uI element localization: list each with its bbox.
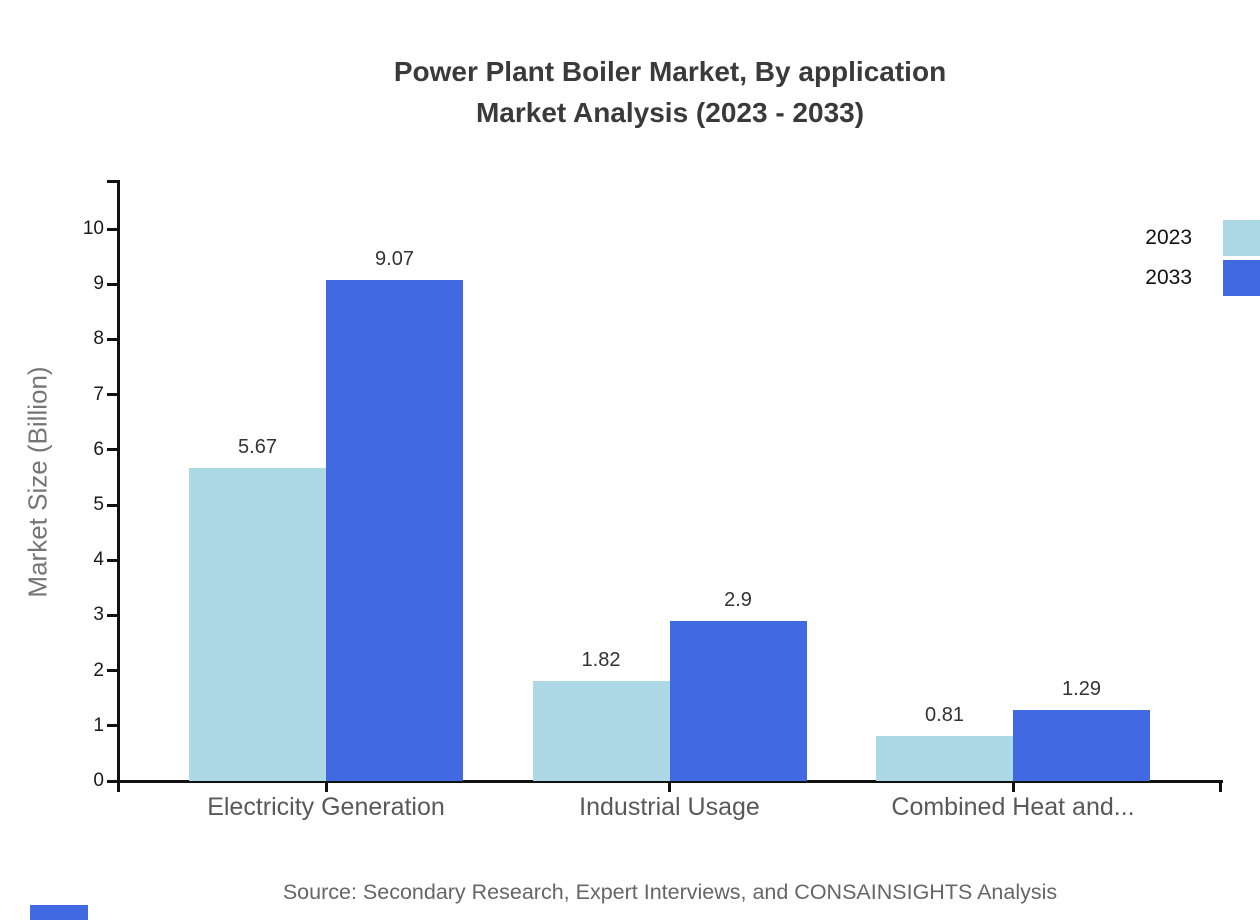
x-tick bbox=[324, 781, 328, 792]
bar-value-label: 2.9 bbox=[724, 588, 752, 611]
y-tick bbox=[107, 337, 118, 341]
y-tick-label: 0 bbox=[93, 770, 104, 791]
y-tick-label: 6 bbox=[93, 438, 104, 460]
y-tick bbox=[107, 558, 118, 562]
y-tick bbox=[107, 448, 118, 452]
y-axis-top-tick bbox=[107, 180, 118, 183]
bar-2023-2 bbox=[876, 736, 1013, 781]
category-label-1: Industrial Usage bbox=[579, 793, 760, 821]
category-label-0: Electricity Generation bbox=[207, 793, 445, 821]
bar-2033-2 bbox=[1013, 709, 1150, 781]
legend-swatch-2023 bbox=[1223, 220, 1260, 256]
x-axis-end-tick bbox=[1219, 781, 1222, 792]
bar-2023-1 bbox=[532, 680, 670, 781]
y-tick-label: 1 bbox=[93, 714, 104, 736]
brand-mark bbox=[30, 905, 88, 920]
y-tick-label: 7 bbox=[93, 383, 104, 405]
x-tick bbox=[668, 781, 671, 792]
y-axis-line bbox=[117, 180, 120, 792]
bar-value-label: 1.82 bbox=[581, 648, 621, 671]
x-tick bbox=[1011, 781, 1015, 792]
y-tick-label: 8 bbox=[93, 328, 104, 350]
y-axis-title: Market Size (Billion) bbox=[22, 366, 53, 598]
y-tick bbox=[107, 669, 118, 673]
chart-title: Power Plant Boiler Market, By applicatio… bbox=[118, 51, 1222, 133]
legend-label-2033: 2033 bbox=[1145, 266, 1192, 289]
bar-2033-0 bbox=[326, 280, 463, 781]
y-tick-label: 5 bbox=[93, 494, 104, 515]
y-tick bbox=[107, 282, 118, 286]
chart-title-line1: Power Plant Boiler Market, By applicatio… bbox=[393, 56, 947, 87]
bar-value-label: 5.67 bbox=[238, 436, 277, 459]
bar-2033-1 bbox=[669, 620, 807, 781]
y-tick bbox=[107, 227, 118, 231]
legend-label-2023: 2023 bbox=[1145, 226, 1192, 249]
category-label-2: Combined Heat and... bbox=[891, 793, 1135, 821]
legend-swatch-2033 bbox=[1223, 260, 1260, 296]
chart-title-line2: Market Analysis (2023 - 2033) bbox=[475, 97, 865, 128]
bar-value-label: 9.07 bbox=[375, 248, 414, 271]
y-tick bbox=[107, 503, 118, 507]
y-tick bbox=[107, 393, 118, 397]
y-tick bbox=[107, 779, 118, 783]
bar-value-label: 0.81 bbox=[925, 704, 964, 727]
source-note: Source: Secondary Research, Expert Inter… bbox=[282, 880, 1058, 904]
y-tick-label: 4 bbox=[93, 549, 104, 571]
bar-value-label: 1.29 bbox=[1062, 677, 1101, 700]
bar-2023-0 bbox=[189, 468, 326, 781]
y-tick bbox=[107, 724, 118, 728]
y-tick bbox=[107, 613, 118, 617]
y-tick-label: 10 bbox=[82, 218, 104, 239]
y-tick-label: 2 bbox=[93, 659, 104, 681]
y-tick-label: 3 bbox=[93, 604, 104, 626]
y-tick-label: 9 bbox=[93, 273, 104, 295]
